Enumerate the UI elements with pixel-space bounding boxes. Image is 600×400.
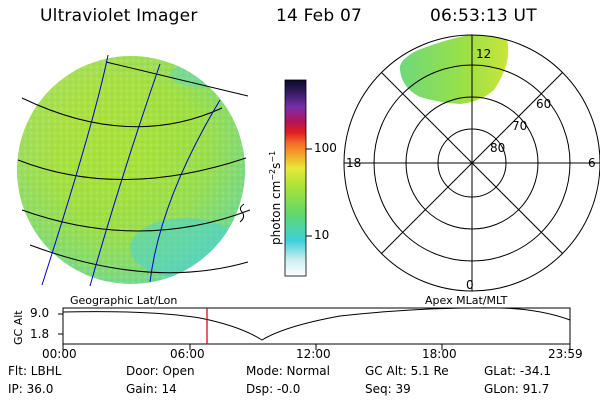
status-glon: GLon: 91.7 xyxy=(484,382,550,396)
status-gc-alt: GC Alt: 5.1 Re xyxy=(365,364,449,378)
colorbar-tick-100: 100 xyxy=(314,141,337,155)
status-mode: Mode: Normal xyxy=(246,364,330,378)
mlt-label-12: 12 xyxy=(476,47,492,61)
time-tick-0600: 06:00 xyxy=(170,347,205,361)
time-label: 06:53:13 UT xyxy=(430,6,537,26)
time-tick-1200: 12:00 xyxy=(296,347,331,361)
timeline-panel xyxy=(58,307,571,350)
status-ip: IP: 36.0 xyxy=(8,382,54,396)
status-gain: Gain: 14 xyxy=(126,382,177,396)
lat-label-80: 80 xyxy=(490,141,506,155)
time-tick-1800: 18:00 xyxy=(422,347,457,361)
colorbar-tick-10: 10 xyxy=(314,228,330,242)
apex-mlat-mlt-title: Apex MLat/MLT xyxy=(425,294,508,307)
polar-plot xyxy=(343,34,600,292)
color-bar xyxy=(284,79,312,277)
timeline-ylabel: GC Alt xyxy=(12,310,25,345)
status-seq: Seq: 39 xyxy=(365,382,411,396)
time-tick-2359: 23:59 xyxy=(548,347,583,361)
timeline-ytick-bottom: 1.8 xyxy=(30,327,50,341)
lat-label-70: 70 xyxy=(512,119,528,133)
status-glat: GLat: -34.1 xyxy=(484,364,551,378)
date-label: 14 Feb 07 xyxy=(276,6,362,26)
time-tick-0000: 00:00 xyxy=(42,347,77,361)
colorbar-unit-label: photon cm−2s−1 xyxy=(268,150,283,245)
lat-label-60: 60 xyxy=(536,97,552,111)
instrument-title: Ultraviolet Imager xyxy=(40,6,198,26)
geo-latlon-title: Geographic Lat/Lon xyxy=(70,294,178,307)
mlt-label-0: 0 xyxy=(466,278,474,292)
status-door: Door: Open xyxy=(126,364,195,378)
geo-grid xyxy=(17,54,251,287)
status-filter: Flt: LBHL xyxy=(8,364,62,378)
status-dsp: Dsp: -0.0 xyxy=(246,382,301,396)
mlt-label-18: 18 xyxy=(346,156,362,170)
mlt-label-6: 6 xyxy=(588,156,596,170)
timeline-ytick-top: 9.0 xyxy=(30,306,50,320)
